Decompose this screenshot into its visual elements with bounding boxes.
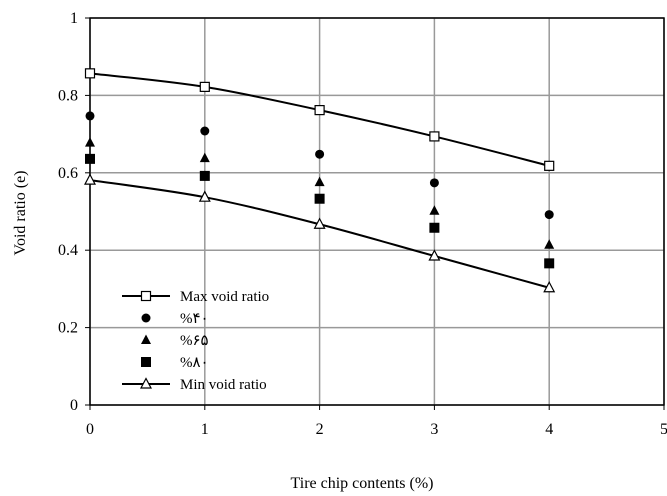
grid-lines: [89, 17, 665, 406]
legend-label: Max void ratio: [180, 289, 269, 305]
data-point: [429, 178, 439, 188]
y-tick-label: 0.4: [58, 242, 78, 259]
data-point: [428, 249, 441, 261]
data-point: [85, 137, 95, 147]
data-point: [543, 280, 556, 293]
data-point: [84, 173, 96, 185]
legend-label: %۶۵: [180, 333, 209, 349]
data-point: [544, 210, 554, 220]
data-point: [429, 205, 440, 215]
legend-label: %۴۰: [180, 311, 209, 327]
x-tick-label: 0: [86, 421, 94, 438]
legend-marker: [141, 334, 151, 344]
y-tick-label: 0.8: [58, 87, 78, 104]
data-point: [199, 170, 210, 181]
data-point: [315, 149, 325, 159]
x-tick-label: 4: [545, 421, 553, 438]
legend-label: %۸۰: [180, 355, 209, 371]
series-1: [85, 111, 554, 220]
x-tick-label: 1: [201, 421, 209, 438]
data-point: [314, 176, 325, 187]
data-point: [198, 190, 211, 202]
legend-marker: [140, 290, 152, 302]
series-4: [84, 173, 556, 293]
legend: Max void ratio %۴۰ %۶۵ %۸۰ Min void ratio: [122, 289, 269, 393]
series-2: [85, 137, 555, 249]
legend-marker: [141, 357, 151, 367]
x-tick-labels: 0 1 2 3 4 5: [86, 405, 667, 438]
x-tick-label: 5: [660, 421, 667, 438]
data-point: [544, 239, 555, 249]
legend-marker: [141, 313, 151, 323]
data-series: [84, 68, 556, 293]
data-point: [200, 126, 210, 136]
series-0: [84, 68, 555, 171]
data-point: [429, 222, 440, 233]
y-tick-label: 0.6: [58, 165, 78, 182]
data-point: [429, 131, 440, 142]
data-point: [313, 217, 326, 229]
data-point: [544, 160, 555, 171]
data-point: [199, 81, 210, 92]
data-point: [544, 258, 555, 269]
data-point: [85, 153, 95, 164]
data-point: [84, 68, 96, 79]
plot-area: [89, 17, 665, 406]
data-point: [85, 111, 95, 121]
series-3: [85, 153, 555, 269]
legend-label: Min void ratio: [180, 377, 267, 393]
y-tick-label: 0.2: [58, 320, 78, 337]
x-axis-title: Tire chip contents (%): [291, 475, 434, 492]
data-point: [314, 193, 325, 204]
y-tick-label: 0: [70, 397, 78, 414]
data-point: [314, 105, 325, 116]
y-axis-title: Void ratio (e): [12, 170, 29, 255]
x-tick-label: 3: [430, 421, 438, 438]
y-tick-label: 1: [70, 10, 78, 27]
x-tick-label: 2: [316, 421, 324, 438]
data-point: [199, 152, 210, 163]
y-tick-labels: 0 0.2 0.4 0.6 0.8 1: [58, 10, 90, 414]
legend-marker: [140, 377, 152, 389]
